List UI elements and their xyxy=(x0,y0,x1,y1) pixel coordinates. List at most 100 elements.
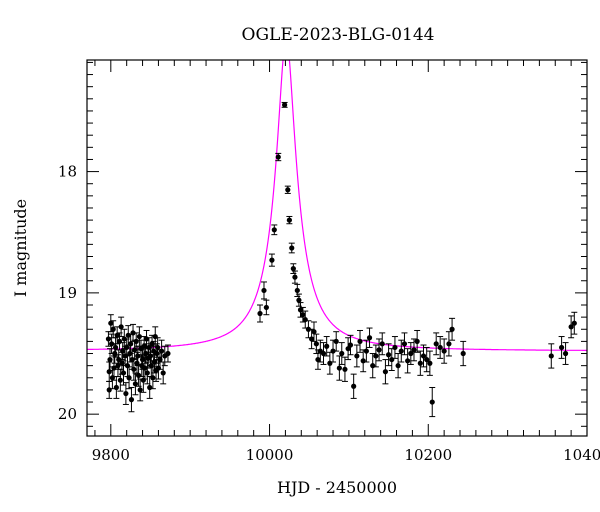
data-point xyxy=(558,336,565,359)
data-point xyxy=(357,329,364,353)
point-marker xyxy=(144,370,150,376)
point-marker xyxy=(385,352,392,358)
point-marker xyxy=(414,338,420,344)
point-marker xyxy=(117,377,123,383)
point-marker xyxy=(376,347,382,353)
data-point xyxy=(113,376,120,399)
data-point xyxy=(127,333,134,355)
point-marker xyxy=(309,336,315,342)
point-marker xyxy=(263,304,269,311)
point-marker xyxy=(339,350,345,357)
data-point xyxy=(125,325,132,346)
point-marker xyxy=(417,360,423,366)
point-marker xyxy=(424,356,430,363)
data-point xyxy=(366,327,373,348)
data-point xyxy=(257,304,264,323)
point-marker xyxy=(110,326,116,332)
data-point xyxy=(353,344,360,368)
point-marker xyxy=(271,227,277,233)
data-point xyxy=(294,283,301,298)
point-marker xyxy=(315,356,321,363)
point-marker xyxy=(330,348,336,354)
point-marker xyxy=(373,353,379,359)
point-marker xyxy=(124,344,130,351)
point-marker xyxy=(313,341,319,347)
point-marker xyxy=(142,365,148,371)
point-marker xyxy=(165,350,171,357)
data-point xyxy=(333,331,340,352)
data-point xyxy=(414,329,421,353)
point-marker xyxy=(342,366,348,372)
point-marker xyxy=(133,338,139,344)
data-point xyxy=(341,356,348,382)
data-point xyxy=(347,334,354,356)
x-tick-label: 10400 xyxy=(563,446,600,464)
data-point xyxy=(118,316,125,338)
data-point xyxy=(284,185,291,194)
point-marker xyxy=(115,363,121,369)
point-marker xyxy=(347,342,354,348)
data-point xyxy=(460,340,467,367)
data-point xyxy=(379,332,386,356)
point-marker xyxy=(131,366,137,372)
point-marker xyxy=(155,344,161,351)
model-curve-layer xyxy=(87,60,587,351)
point-marker xyxy=(290,266,296,272)
point-marker xyxy=(292,274,298,280)
point-marker xyxy=(137,387,143,393)
point-marker xyxy=(336,365,342,371)
y-tick-label: 18 xyxy=(58,163,77,181)
point-marker xyxy=(152,333,158,340)
data-point xyxy=(388,348,395,372)
data-point xyxy=(345,337,352,361)
data-point xyxy=(437,336,444,359)
axis-ticks-layer: 9800 10000 10200 10400 18 19 20 xyxy=(58,60,600,464)
point-marker xyxy=(562,350,569,357)
point-marker xyxy=(126,375,132,381)
point-marker xyxy=(411,347,417,353)
data-point xyxy=(130,323,137,342)
data-point xyxy=(133,332,140,351)
point-marker xyxy=(139,356,146,363)
point-marker xyxy=(269,257,275,263)
data-point xyxy=(404,348,411,374)
point-marker xyxy=(370,363,376,369)
data-point xyxy=(268,253,275,267)
data-point xyxy=(369,353,376,379)
data-point xyxy=(376,338,383,362)
chart-title: OGLE-2023-BLG-0144 xyxy=(242,25,435,45)
data-point xyxy=(363,339,370,363)
point-marker xyxy=(294,287,300,294)
data-point xyxy=(382,359,389,385)
data-point xyxy=(130,357,137,381)
point-marker xyxy=(382,369,389,375)
point-marker xyxy=(147,384,153,391)
data-point xyxy=(338,342,345,365)
data-point xyxy=(407,342,414,365)
data-point xyxy=(164,344,171,363)
data-point xyxy=(126,366,133,390)
data-point xyxy=(385,343,392,367)
data-point xyxy=(320,342,327,365)
point-marker xyxy=(351,383,357,389)
x-tick-label: 10200 xyxy=(404,446,452,464)
plot-frame xyxy=(86,59,588,437)
point-marker xyxy=(285,187,291,193)
y-axis-label: I magnitude xyxy=(11,199,30,297)
data-point xyxy=(449,317,456,341)
data-point xyxy=(395,353,402,379)
point-marker xyxy=(357,338,363,344)
data-point xyxy=(161,345,168,367)
point-marker xyxy=(147,353,154,359)
point-marker xyxy=(261,287,267,294)
data-point xyxy=(410,338,417,362)
data-point xyxy=(291,270,298,284)
point-marker xyxy=(107,356,113,363)
data-point xyxy=(323,336,330,357)
point-marker xyxy=(160,370,166,376)
point-marker xyxy=(446,341,452,347)
point-marker xyxy=(143,336,150,342)
y-tick-label: 19 xyxy=(58,284,77,302)
point-marker xyxy=(154,350,160,357)
